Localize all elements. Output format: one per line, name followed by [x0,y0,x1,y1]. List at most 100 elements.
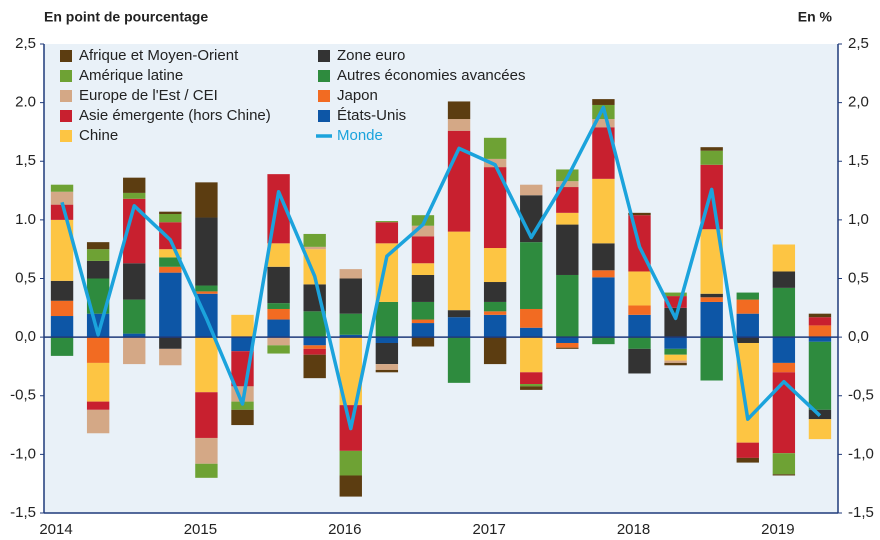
bar-segment [520,384,543,387]
legend-swatch [60,110,72,122]
bar-segment [411,274,435,302]
y-tick-label: -0,5 [10,387,36,404]
bar-segment [123,263,146,300]
bar-segment [772,287,796,338]
bar-segment [772,453,796,475]
bar-segment [772,271,796,288]
bar-segment [375,301,399,338]
bar-segment [159,257,182,267]
legend-label: Autres économies avancées [337,67,525,84]
bar-segment [267,345,290,354]
y2-tick-label: 0,0 [848,328,869,345]
bar-segment [123,337,146,365]
bar-segment [447,231,471,311]
legend-label: Europe de l'Est / CEI [79,87,218,104]
bar-segment [267,319,290,338]
bar-segment [267,266,290,304]
legend-swatch [60,90,72,102]
bar-segment [628,314,651,338]
bar-segment [808,325,832,338]
legend-swatch [318,70,330,82]
bar-segment [267,337,290,346]
bar-segment [808,313,832,318]
y2-tick-label: 1,0 [848,211,869,228]
legend-swatch [60,50,72,62]
bar-segment [808,337,832,342]
bar-segment [50,337,74,356]
x-tick-label: 2015 [184,521,217,538]
bar-segment [447,119,471,131]
bar-segment [303,246,326,250]
bar-segment [592,243,615,271]
bar-segment [483,167,507,249]
bar-segment [772,337,796,363]
bar-segment [483,314,507,338]
y2-title: En % [798,9,833,25]
bar-segment [556,187,579,213]
bar-segment [736,313,759,338]
bar-segment [123,299,146,334]
bar-segment [772,244,796,272]
bar-segment [303,233,326,247]
bar-segment [592,337,615,345]
bar-segment [339,334,362,338]
bar-segment [483,137,507,159]
y2-tick-label: 1,5 [848,152,869,169]
legend-label: Japon [337,87,378,104]
bar-segment [520,308,543,328]
bar-segment [339,337,362,406]
legend-label: Afrique et Moyen-Orient [79,47,239,64]
bar-segment [86,362,110,402]
y2-tick-label: -1,5 [848,504,874,521]
bar-segment [520,372,543,385]
bar-segment [664,307,687,338]
bar-segment [411,263,435,275]
legend-swatch [318,90,330,102]
x-tick-label: 2017 [472,521,505,538]
bar-segment [231,314,254,338]
bar-segment [50,184,74,192]
bar-segment [700,337,723,381]
bar-segment [736,292,759,300]
bar-segment [556,347,579,349]
bar-segment [411,337,435,347]
bar-segment [195,437,218,464]
bar-segment [50,300,74,317]
bar-segment [447,337,471,383]
bar-segment [267,303,290,309]
bar-segment [375,337,399,343]
bar-segment [483,248,507,283]
legend-swatch [60,70,72,82]
bar-segment [628,337,651,349]
bar-segment [267,308,290,320]
bar-segment [339,278,362,314]
bar-segment [123,177,146,193]
bar-segment [86,249,110,261]
y-tick-label: 1,5 [15,152,36,169]
bar-segment [592,270,615,278]
bar-segment [483,337,507,365]
bar-segment [339,475,362,497]
bar-segment [556,342,579,348]
bar-segment [195,285,218,292]
legend-swatch [318,50,330,62]
bar-segment [556,224,579,275]
bar-segment [592,178,615,244]
bar-segment [411,319,435,324]
y-tick-label: 0,5 [15,269,36,286]
x-tick-label: 2014 [39,521,72,538]
bar-segment [339,450,362,476]
bar-segment [592,119,615,128]
bar-segment [520,386,543,390]
bar-segment [195,291,218,294]
bar-segment [700,147,723,151]
bar-segment [700,293,723,298]
bar-segment [483,301,507,312]
bar-segment [736,442,759,458]
bar-segment [195,463,218,478]
bar-segment [86,337,110,363]
bar-segment [772,474,796,476]
bar-segment [195,392,218,438]
bar-segment [231,337,254,352]
bar-segment [592,127,615,179]
